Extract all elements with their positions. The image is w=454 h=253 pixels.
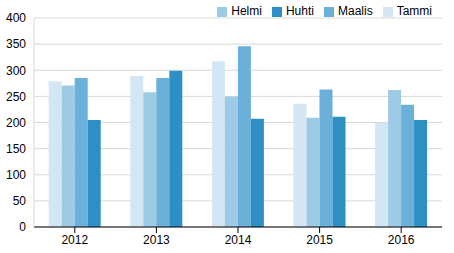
html-text:Tammi: Tammi	[396, 4, 432, 18]
svg-text:2012: 2012	[61, 233, 88, 247]
svg-text:2014: 2014	[225, 233, 252, 247]
svg-text:250: 250	[8, 90, 26, 104]
svg-text:150: 150	[8, 142, 26, 156]
html-text:Helmi: Helmi	[231, 4, 262, 18]
svg-text:50: 50	[13, 194, 27, 208]
svg-text:200: 200	[8, 116, 26, 130]
html-text:Maalis: Maalis	[338, 4, 373, 18]
svg-text:2015: 2015	[306, 233, 333, 247]
svg-text:300: 300	[8, 64, 26, 78]
svg-text:2013: 2013	[143, 233, 170, 247]
svg-text:0: 0	[19, 220, 26, 234]
html-text:Huhti: Huhti	[286, 4, 314, 18]
svg-text:2016: 2016	[388, 233, 415, 247]
svg-text:400: 400	[8, 11, 26, 25]
svg-text:100: 100	[8, 168, 26, 182]
svg-text:350: 350	[8, 37, 26, 51]
